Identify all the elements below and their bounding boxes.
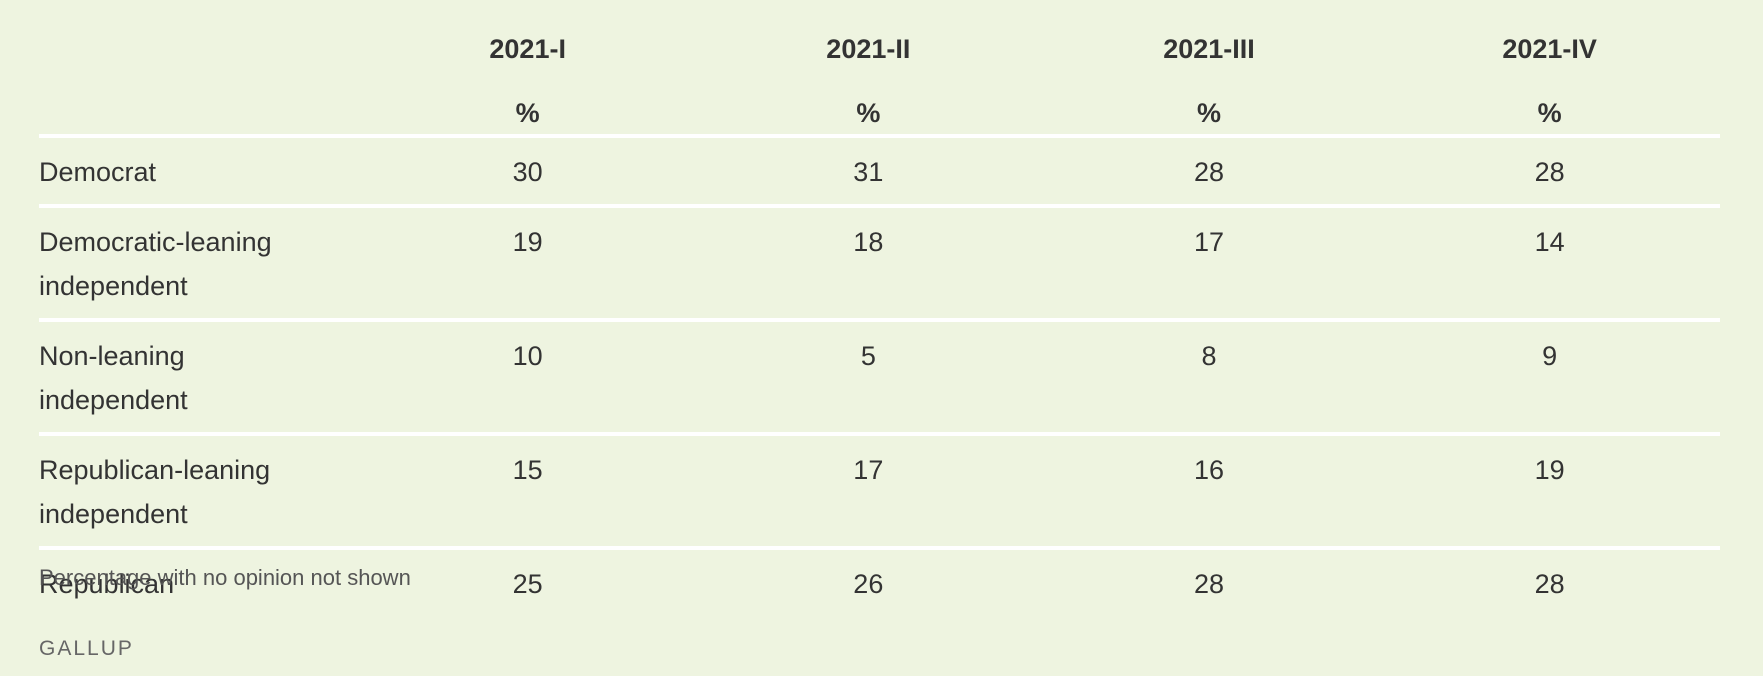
- unit-label: %: [515, 98, 540, 128]
- cell-value: 8: [1201, 341, 1217, 371]
- table-row: Republican 25 26 28 28: [39, 548, 1720, 616]
- cell-value: 15: [512, 455, 543, 485]
- unit-label: %: [1196, 98, 1221, 128]
- column-header: 2021-I: [489, 34, 566, 64]
- source-label: GALLUP: [39, 637, 134, 660]
- cell-value: 17: [1193, 227, 1224, 257]
- row-label: Republican: [39, 569, 175, 599]
- row-label: Democratic-leaning independent: [39, 227, 272, 301]
- header-row: 2021-I 2021-II 2021-III 2021-IV: [39, 0, 1720, 98]
- cell-value: 31: [853, 157, 884, 187]
- cell-value: 14: [1534, 227, 1565, 257]
- row-label: Non-leaning independent: [39, 341, 188, 415]
- table-row: Non-leaning independent 10 5 8 9: [39, 320, 1720, 434]
- data-table: 2021-I 2021-II 2021-III 2021-IV % % % % …: [39, 0, 1720, 616]
- table-row: Democrat 30 31 28 28: [39, 136, 1720, 206]
- cell-value: 30: [512, 157, 543, 187]
- column-header: 2021-III: [1163, 34, 1255, 64]
- cell-value: 28: [1193, 569, 1224, 599]
- cell-value: 25: [512, 569, 543, 599]
- cell-value: 28: [1534, 157, 1565, 187]
- unit-blank: [39, 98, 357, 136]
- row-label: Republican-leaning independent: [39, 455, 271, 529]
- cell-value: 28: [1534, 569, 1565, 599]
- table-row: Democratic-leaning independent 19 18 17 …: [39, 206, 1720, 320]
- table-row: Republican-leaning independent 15 17 16 …: [39, 434, 1720, 548]
- cell-value: 19: [512, 227, 543, 257]
- cell-value: 26: [853, 569, 884, 599]
- column-header: 2021-II: [826, 34, 911, 64]
- cell-value: 16: [1193, 455, 1224, 485]
- unit-label: %: [1537, 98, 1562, 128]
- table-container: 2021-I 2021-II 2021-III 2021-IV % % % % …: [39, 0, 1720, 616]
- cell-value: 28: [1193, 157, 1224, 187]
- cell-value: 9: [1542, 341, 1558, 371]
- cell-value: 18: [853, 227, 884, 257]
- cell-value: 10: [512, 341, 543, 371]
- cell-value: 19: [1534, 455, 1565, 485]
- column-header: 2021-IV: [1502, 34, 1597, 64]
- cell-value: 5: [860, 341, 876, 371]
- header-blank: [39, 0, 357, 98]
- row-label: Democrat: [39, 157, 157, 187]
- footnote: Percentage with no opinion not shown: [39, 565, 411, 590]
- unit-row: % % % %: [39, 98, 1720, 136]
- unit-label: %: [856, 98, 881, 128]
- cell-value: 17: [853, 455, 884, 485]
